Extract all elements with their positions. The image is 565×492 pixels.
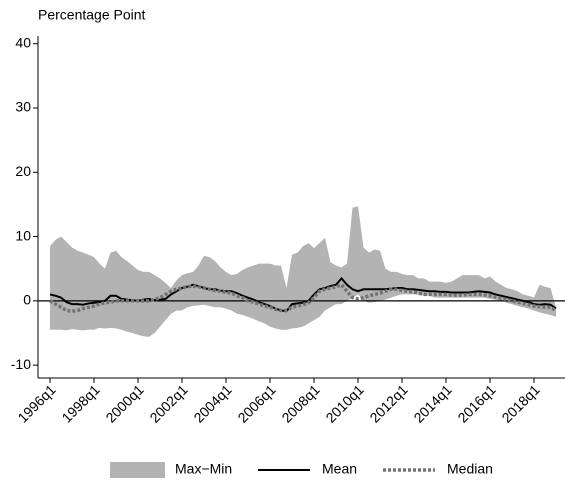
max-min-band — [50, 206, 556, 337]
y-tick-label: 30 — [15, 99, 31, 115]
x-tick-label: 2008q1 — [278, 381, 322, 425]
x-tick-label: 2016q1 — [454, 381, 498, 425]
y-tick-label: 0 — [23, 292, 31, 308]
x-tick-label: 1998q1 — [58, 381, 102, 425]
x-tick-label: 2002q1 — [146, 381, 190, 425]
x-tick-label: 2006q1 — [234, 381, 278, 425]
y-tick-label: 20 — [15, 163, 31, 179]
y-axis-title: Percentage Point — [38, 7, 146, 23]
y-tick-label: 40 — [15, 34, 31, 50]
mean-line — [49, 276, 557, 313]
x-tick-label: 2012q1 — [366, 381, 410, 425]
x-tick-label: 2010q1 — [322, 381, 366, 425]
legend-label: Median — [447, 461, 493, 477]
x-tick-label: 2018q1 — [498, 381, 542, 425]
legend-label: Mean — [322, 461, 357, 477]
median-line — [49, 282, 557, 313]
legend-label: Max−Min — [175, 461, 232, 477]
x-tick-label: 2014q1 — [410, 381, 454, 425]
x-tick-label: 2004q1 — [190, 381, 234, 425]
y-tick-label: -10 — [11, 356, 31, 372]
y-tick-label: 10 — [15, 227, 31, 243]
x-tick-label: 1996q1 — [14, 381, 58, 425]
legend-swatch — [110, 462, 165, 478]
x-tick-label: 2000q1 — [102, 381, 146, 425]
